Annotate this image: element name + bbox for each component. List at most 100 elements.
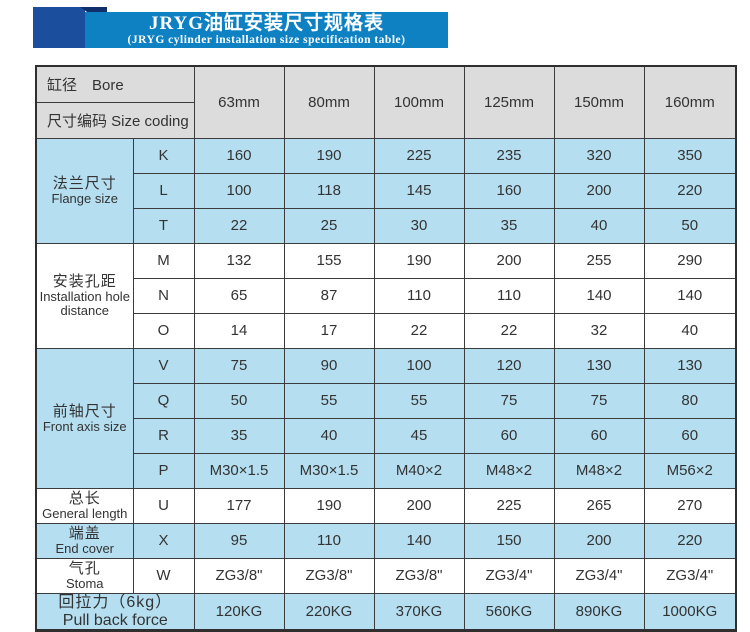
spec-value: 160: [193, 137, 285, 174]
spec-value: 145: [373, 172, 465, 209]
dimension-code: Q: [132, 382, 195, 419]
spec-table-header: 缸径 Bore 63mm 80mm 100mm 125mm 150mm 160m…: [35, 65, 737, 139]
banner-accent-square: [33, 7, 85, 48]
bore-header-cell: 缸径 Bore: [35, 65, 195, 103]
spec-value: ZG3/4": [463, 557, 555, 594]
table-row: 回拉力（6kg） Pull back force 120KG 220KG 370KG 56…: [35, 592, 737, 631]
spec-value: 120KG: [193, 592, 285, 631]
spec-value: 190: [283, 137, 375, 174]
spec-value: 35: [463, 207, 555, 244]
spec-value: 225: [373, 137, 465, 174]
page-subtitle: (JRYG cylinder installation size specifi…: [127, 34, 406, 46]
page-title: JRYG油缸安装尺寸规格表: [148, 13, 385, 34]
table-row: T 22 25 30 35 40 50: [36, 207, 737, 244]
spec-value: 255: [553, 242, 645, 279]
spec-value: 320: [553, 137, 645, 174]
row-group-label-en: End cover: [55, 541, 115, 556]
table-row: O 14 17 22 22 32 40: [36, 312, 737, 349]
spec-value: 220: [643, 172, 737, 209]
table-row: R 35 40 45 60 60 60: [36, 417, 737, 454]
spec-value: 75: [463, 382, 555, 419]
spec-value: 75: [553, 382, 645, 419]
spec-value: 22: [463, 312, 555, 349]
spec-value: 220: [643, 522, 737, 559]
spec-value: 370KG: [373, 592, 465, 631]
dimension-code: W: [132, 557, 195, 594]
dimension-code: V: [132, 347, 195, 384]
dimension-code: X: [132, 522, 195, 559]
table-row: 法兰尺寸 Flange size K 160 190 225 235 320 350: [35, 137, 737, 244]
spec-value: 140: [643, 277, 737, 314]
spec-value: 890KG: [553, 592, 645, 631]
spec-value: 45: [373, 417, 465, 454]
row-group-label-zh: 总长: [68, 490, 101, 507]
spec-value: 50: [643, 207, 737, 244]
table-row: 前轴尺寸 Front axis size V 75 90 100 120 130 130: [35, 347, 737, 489]
spec-value: 110: [463, 277, 555, 314]
row-group-label-en: General length: [42, 506, 128, 521]
spec-value: 95: [193, 522, 285, 559]
spec-value: 140: [553, 277, 645, 314]
table-row: Q 50 55 55 75 75 80: [36, 382, 737, 419]
column-header-80mm: 80mm: [283, 65, 375, 139]
spec-value: 80: [643, 382, 737, 419]
spec-value: 118: [283, 172, 375, 209]
spec-table-body: 法兰尺寸 Flange size K 160 190 225 235 320 350 L 100 11…: [35, 137, 737, 631]
spec-value: 132: [193, 242, 285, 279]
spec-value: 55: [283, 382, 375, 419]
spec-value: M56×2: [643, 452, 737, 489]
spec-value: 90: [283, 347, 375, 384]
spec-value: 55: [373, 382, 465, 419]
row-group-label-en: Front axis size: [42, 418, 127, 434]
spec-value: 40: [283, 417, 375, 454]
dimension-code: K: [132, 137, 195, 174]
spec-value: 160: [463, 172, 555, 209]
spec-value: M40×2: [373, 452, 465, 489]
table-header-row-bore: 缸径 Bore 63mm 80mm 100mm 125mm 150mm 160m…: [35, 65, 737, 139]
dimension-code: L: [132, 172, 195, 209]
row-group-label: 气孔 Stoma: [35, 557, 134, 594]
spec-value: 200: [463, 242, 555, 279]
row-group-label: 前轴尺寸 Front axis size: [35, 347, 134, 489]
spec-value: 270: [643, 487, 737, 524]
spec-value: 25: [283, 207, 375, 244]
spec-value: 50: [193, 382, 285, 419]
spec-value: 100: [373, 347, 465, 384]
row-group-label: 安装孔距 Installation hole distance: [35, 242, 134, 349]
spec-value: 200: [553, 522, 645, 559]
table-row: 总长 General length U 177 190 200 225 265 270: [35, 487, 737, 524]
column-header-160mm: 160mm: [643, 65, 737, 139]
spec-value: 150: [463, 522, 555, 559]
spec-value: 75: [193, 347, 285, 384]
spec-value: 22: [373, 312, 465, 349]
column-header-150mm: 150mm: [553, 65, 645, 139]
column-header-125mm: 125mm: [463, 65, 555, 139]
table-header-row-size-coding: 尺寸编码 Size coding: [35, 101, 736, 139]
spec-value: ZG3/4": [643, 557, 737, 594]
spec-value: 22: [193, 207, 285, 244]
spec-value: 110: [373, 277, 465, 314]
spec-table: 缸径 Bore 63mm 80mm 100mm 125mm 150mm 160m…: [35, 65, 737, 632]
spec-value: 190: [283, 487, 375, 524]
spec-value: 1000KG: [643, 592, 737, 631]
spec-value: 100: [193, 172, 285, 209]
dimension-code: T: [132, 207, 195, 244]
spec-value: 110: [283, 522, 375, 559]
spec-value: 17: [283, 312, 375, 349]
spec-value: ZG3/8": [373, 557, 465, 594]
dimension-code: P: [132, 452, 195, 489]
spec-value: ZG3/8": [193, 557, 285, 594]
spec-value: 60: [643, 417, 737, 454]
row-group-label-zh: 气孔: [68, 560, 101, 577]
spec-value: 220KG: [283, 592, 375, 631]
spec-value: 225: [463, 487, 555, 524]
spec-value: M48×2: [463, 452, 555, 489]
dimension-code: M: [132, 242, 195, 279]
spec-value: 200: [553, 172, 645, 209]
spec-value: ZG3/4": [553, 557, 645, 594]
spec-value: 190: [373, 242, 465, 279]
row-group-label: 总长 General length: [35, 487, 134, 524]
spec-value: 130: [553, 347, 645, 384]
dimension-code: O: [132, 312, 195, 349]
row-group-label-zh: 安装孔距: [52, 273, 117, 290]
